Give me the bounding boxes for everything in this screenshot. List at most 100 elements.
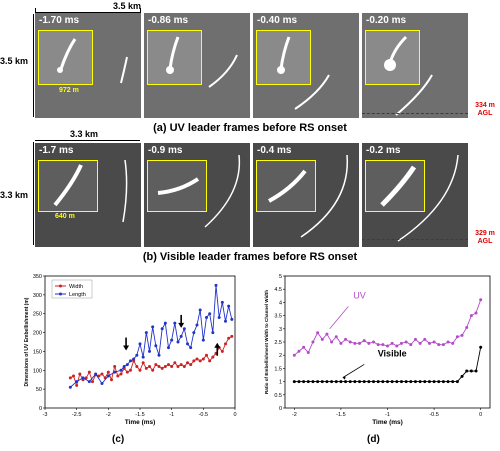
data-point xyxy=(230,334,234,338)
panel-b-width-label: 3.3 km xyxy=(70,129,99,139)
data-point xyxy=(167,346,170,350)
data-point xyxy=(479,298,483,302)
data-point xyxy=(376,343,380,347)
data-point xyxy=(205,353,208,357)
data-point xyxy=(157,365,161,369)
agl-line xyxy=(362,239,468,240)
data-point xyxy=(474,369,478,373)
data-point xyxy=(125,363,129,367)
data-point xyxy=(151,368,155,372)
panel-a-height-label: 3.5 km xyxy=(0,56,29,66)
data-point xyxy=(208,312,212,316)
data-point xyxy=(297,349,301,353)
data-point xyxy=(404,340,408,344)
data-point xyxy=(75,380,79,384)
y-tick-label: 3 xyxy=(279,327,282,333)
visible-frame-2: -0.9 ms xyxy=(144,143,250,247)
data-point xyxy=(179,363,183,367)
data-point xyxy=(372,340,376,344)
annotation-arrowhead xyxy=(123,345,130,351)
leader-image xyxy=(57,38,77,73)
x-tick-label: -1 xyxy=(169,412,174,418)
data-point xyxy=(348,380,352,384)
data-point xyxy=(100,381,104,385)
data-point xyxy=(81,376,85,380)
data-point xyxy=(148,349,151,353)
data-point xyxy=(186,361,189,365)
data-point xyxy=(91,380,94,384)
x-tick-label: -0.5 xyxy=(199,412,208,418)
data-point xyxy=(208,359,212,363)
series-line xyxy=(70,335,233,387)
data-point xyxy=(135,365,139,369)
data-point xyxy=(211,355,215,359)
data-point xyxy=(381,380,385,384)
leader-channel xyxy=(122,159,128,223)
uv-frame-2: -0.86 ms xyxy=(144,13,250,118)
data-point xyxy=(68,376,72,380)
data-point xyxy=(163,365,167,369)
panel-b-height-label: 3.3 km xyxy=(0,190,29,200)
ruler-tick xyxy=(140,8,141,16)
data-point xyxy=(344,380,348,384)
zoom-inset xyxy=(147,160,207,212)
data-point xyxy=(413,380,417,384)
y-tick-label: 0 xyxy=(39,406,42,412)
data-point xyxy=(186,342,189,346)
data-point xyxy=(100,372,104,376)
leader-image xyxy=(268,169,307,203)
x-tick-label: -2 xyxy=(106,412,111,418)
y-tick-label: 5 xyxy=(279,274,282,280)
zoom-inset xyxy=(365,30,420,85)
ruler-tick xyxy=(35,8,36,16)
data-point xyxy=(227,336,231,340)
data-point xyxy=(189,346,193,350)
data-point xyxy=(330,380,334,384)
data-point xyxy=(195,323,199,327)
data-point xyxy=(144,366,148,370)
data-point xyxy=(367,380,371,384)
data-point xyxy=(362,339,366,343)
agl-line xyxy=(362,113,468,114)
data-point xyxy=(344,337,348,341)
agl-value: 329 m xyxy=(475,230,495,237)
data-point xyxy=(160,366,164,370)
x-axis-label: Time (ms) xyxy=(125,419,156,426)
data-point xyxy=(325,380,329,384)
data-point xyxy=(325,332,329,336)
data-point xyxy=(154,344,158,348)
inset-scale-label: 640 m xyxy=(55,213,75,220)
height-ruler xyxy=(33,14,34,117)
legend-marker xyxy=(59,292,62,296)
data-point xyxy=(68,385,72,389)
data-point xyxy=(220,349,224,353)
data-point xyxy=(395,344,399,348)
subcaption-d: (d) xyxy=(367,434,380,445)
series-label-visible: Visible xyxy=(378,349,407,359)
leader-image xyxy=(384,35,408,71)
series-pointer xyxy=(329,306,349,330)
data-point xyxy=(205,315,208,319)
data-point xyxy=(427,341,431,345)
visible-frame-1: -1.7 ms 640 m xyxy=(35,143,141,247)
y-tick-label: 350 xyxy=(33,274,42,280)
data-point xyxy=(339,341,343,345)
x-axis-label: Time (ms) xyxy=(372,419,403,426)
data-point xyxy=(353,341,357,345)
agl-label-b: 329 m AGL xyxy=(470,230,500,246)
data-point xyxy=(381,343,385,347)
inset-scale-label: 972 m xyxy=(59,87,79,94)
data-point xyxy=(230,317,234,321)
series-line xyxy=(70,285,233,388)
frame-time: -1.7 ms xyxy=(39,145,74,156)
data-point xyxy=(157,353,161,357)
leader-channel xyxy=(397,154,459,242)
data-point xyxy=(348,340,352,344)
y-tick-label: 300 xyxy=(33,293,42,299)
data-point xyxy=(84,376,88,380)
x-tick-label: -2 xyxy=(292,412,297,418)
data-point xyxy=(138,342,142,346)
data-point xyxy=(135,353,139,357)
data-point xyxy=(227,304,231,308)
data-point xyxy=(311,340,315,344)
